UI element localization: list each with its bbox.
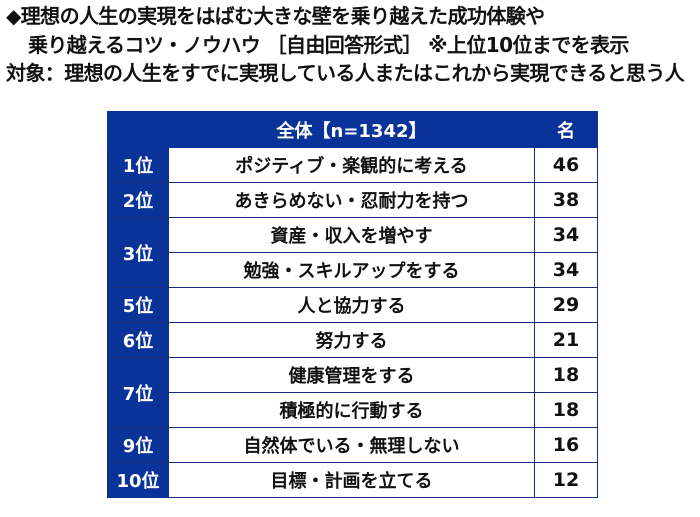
header-rank: [107, 111, 169, 148]
table-row: 3位 資産・収入を増やす 34: [107, 217, 598, 288]
item-cell: 資産・収入を増やす: [168, 217, 535, 253]
table-row: 9位 自然体でいる・無理しない 16: [107, 427, 598, 463]
ranking-table: 全体【n=1342】 名 1位 ポジティブ・楽観的に考える 46 2位 あきらめ…: [107, 111, 598, 498]
item-cell: 目標・計画を立てる: [168, 462, 535, 498]
item-cell: 積極的に行動する: [168, 392, 535, 428]
item-cell: 努力する: [168, 322, 535, 358]
count-cell: 46: [534, 147, 598, 183]
count-cell: 18: [534, 392, 598, 428]
table-row: 2位 あきらめない・忍耐力を持つ 38: [107, 182, 598, 218]
rank-cell: 7位: [107, 357, 169, 428]
title-block: ◆理想の人生の実現をはばむ大きな壁を乗り越えた成功体験や 乗り越えるコツ・ノウハ…: [6, 2, 685, 88]
rank-cell: 6位: [107, 322, 169, 358]
count-cell: 16: [534, 427, 598, 463]
title-line-1: ◆理想の人生の実現をはばむ大きな壁を乗り越えた成功体験や: [6, 4, 545, 28]
item-cell: ポジティブ・楽観的に考える: [168, 147, 535, 183]
table-row: 1位 ポジティブ・楽観的に考える 46: [107, 147, 598, 183]
count-cell: 12: [534, 462, 598, 498]
rank-cell: 10位: [107, 462, 169, 498]
item-cell: 勉強・スキルアップをする: [168, 252, 535, 288]
header-count: 名: [534, 111, 598, 148]
count-cell: 21: [534, 322, 598, 358]
table-row: 5位 人と協力する 29: [107, 287, 598, 323]
table-row: 6位 努力する 21: [107, 322, 598, 358]
rank-cell: 9位: [107, 427, 169, 463]
count-cell: 29: [534, 287, 598, 323]
title-line-2: 乗り越えるコツ・ノウハウ ［自由回答形式］ ※上位10位までを表示: [28, 32, 629, 57]
table-row: 10位 目標・計画を立てる 12: [107, 462, 598, 498]
rank-cell: 3位: [107, 217, 169, 288]
table-row: 勉強・スキルアップをする 34: [108, 252, 598, 288]
table-header: 全体【n=1342】 名: [107, 111, 598, 148]
item-cell: 人と協力する: [168, 287, 535, 323]
table-row: 7位 健康管理をする 18: [107, 357, 598, 428]
item-cell: 自然体でいる・無理しない: [168, 427, 535, 463]
count-cell: 34: [534, 217, 598, 253]
target-line: 対象：理想の人生をすでに実現している人またはこれから実現できると思う人: [6, 61, 685, 85]
count-cell: 18: [534, 357, 598, 393]
item-cell: 健康管理をする: [168, 357, 535, 393]
count-cell: 34: [534, 252, 598, 288]
count-cell: 38: [534, 182, 598, 218]
header-item: 全体【n=1342】: [168, 111, 535, 148]
rank-cell: 5位: [107, 287, 169, 323]
rank-cell: 2位: [107, 182, 169, 218]
rank-cell: 1位: [107, 147, 169, 183]
table-row: 積極的に行動する 18: [108, 392, 598, 428]
item-cell: あきらめない・忍耐力を持つ: [168, 182, 535, 218]
